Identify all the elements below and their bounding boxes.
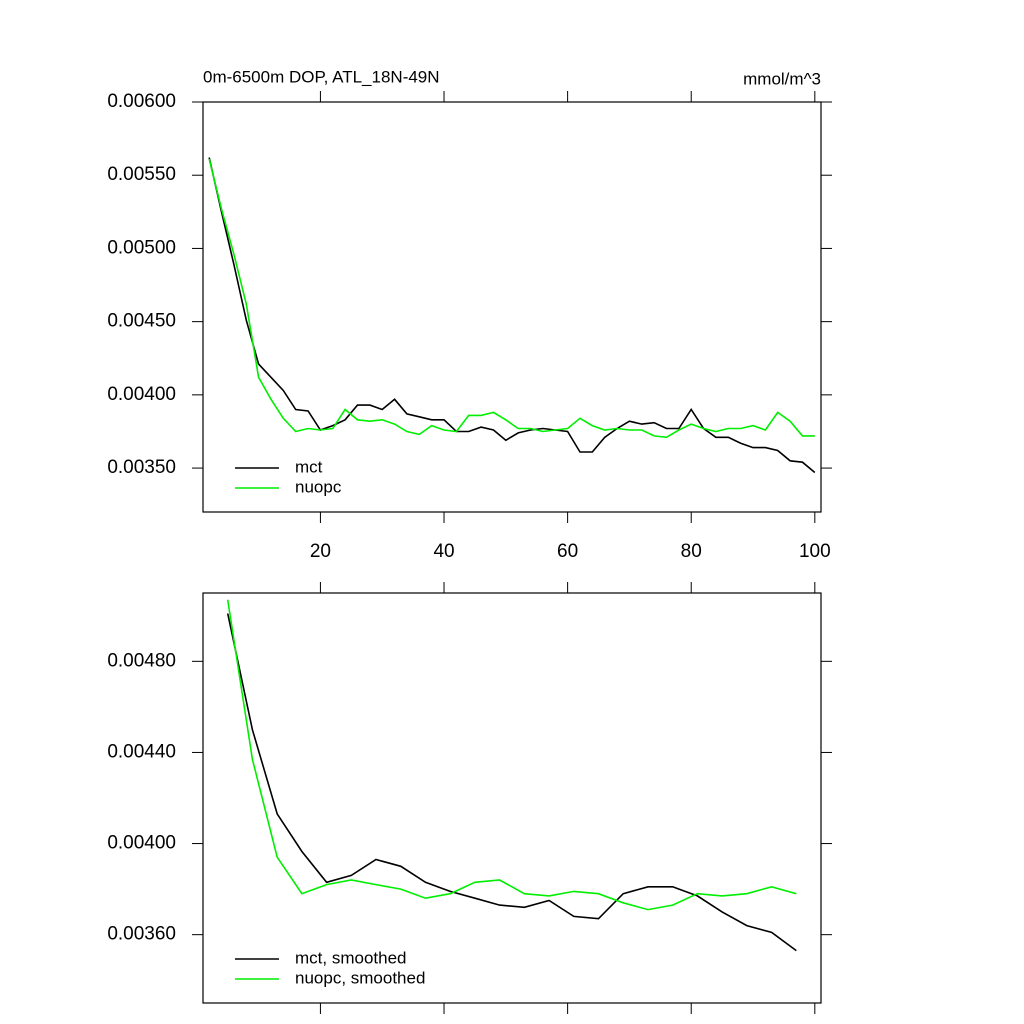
x-tick-label: 20 [310,541,331,562]
x-tick-label: 40 [433,541,454,562]
series-line [208,157,816,474]
x-tick-label: 80 [681,541,702,562]
y-tick-label: 0.00600 [107,91,176,112]
x-tick-label: 60 [557,541,578,562]
plot-frame [202,101,822,513]
legend-label: nuopc [295,477,342,496]
units-label: mmol/m^3 [743,69,821,88]
y-tick-label: 0.00400 [107,833,176,854]
y-tick-label: 0.00360 [107,924,176,945]
y-tick-label: 0.00350 [107,457,176,478]
series-line [226,599,797,911]
legend-label: mct, smoothed [295,948,407,967]
plot-frame [202,592,822,1004]
y-tick-label: 0.00480 [107,650,176,671]
y-tick-label: 0.00400 [107,384,176,405]
x-tick-label: 100 [799,541,831,562]
y-tick-label: 0.00550 [107,164,176,185]
legend-label: mct [295,457,323,476]
chart-title: 0m-6500m DOP, ATL_18N-49N [203,67,440,86]
series-line [208,158,815,439]
y-tick-label: 0.00450 [107,311,176,332]
legend-label: nuopc, smoothed [295,968,425,987]
y-tick-label: 0.00500 [107,237,176,258]
series-line [226,613,797,952]
y-tick-label: 0.00440 [107,741,176,762]
